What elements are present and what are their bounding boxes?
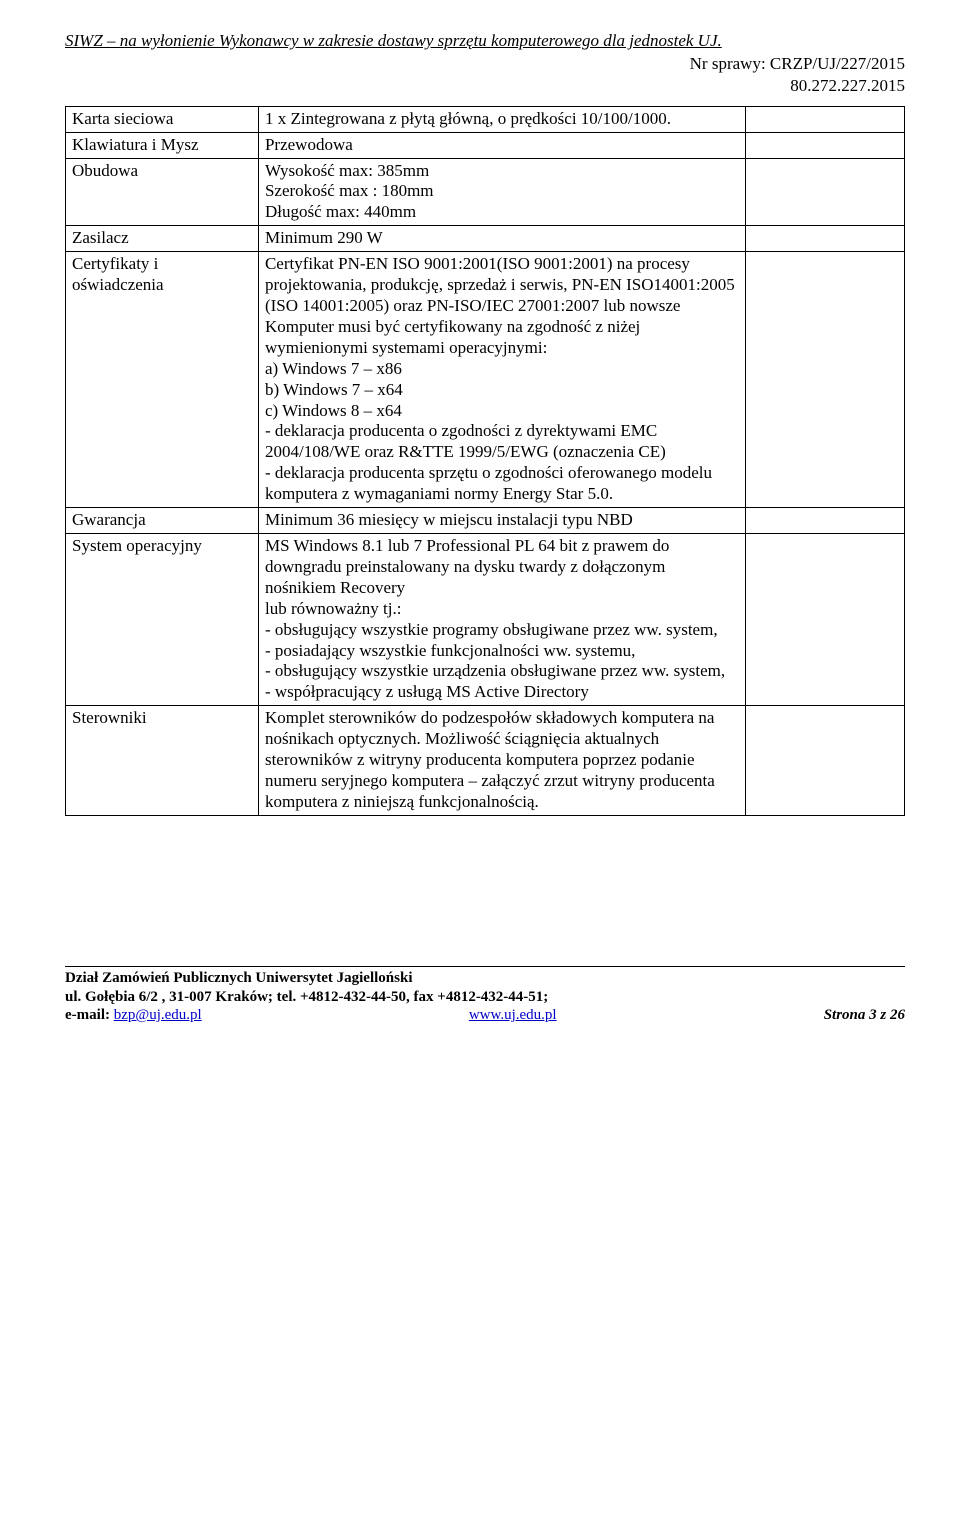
table-row: ObudowaWysokość max: 385mm Szerokość max… (66, 158, 905, 226)
footer-pageno: Strona 3 z 26 (824, 1006, 905, 1025)
header-title: SIWZ – na wyłonienie Wykonawcy w zakresi… (65, 30, 905, 51)
spec-value: MS Windows 8.1 lub 7 Professional PL 64 … (258, 533, 745, 705)
spec-value: Certyfikat PN-EN ISO 9001:2001(ISO 9001:… (258, 252, 745, 508)
table-row: Klawiatura i MyszPrzewodowa (66, 132, 905, 158)
footer-dept: Dział Zamówień Publicznych Uniwersytet J… (65, 969, 905, 988)
spec-empty (745, 132, 904, 158)
spec-value: Wysokość max: 385mm Szerokość max : 180m… (258, 158, 745, 226)
spec-value: 1 x Zintegrowana z płytą główną, o prędk… (258, 106, 745, 132)
spec-param: Gwarancja (66, 508, 259, 534)
spec-empty (745, 226, 904, 252)
spec-empty (745, 706, 904, 816)
spec-value: Przewodowa (258, 132, 745, 158)
footer-addr: ul. Gołębia 6/2 , 31-007 Kraków; tel. +4… (65, 988, 905, 1007)
spec-value: Minimum 290 W (258, 226, 745, 252)
spec-param: Klawiatura i Mysz (66, 132, 259, 158)
spec-param: Obudowa (66, 158, 259, 226)
table-row: GwarancjaMinimum 36 miesięcy w miejscu i… (66, 508, 905, 534)
table-row: System operacyjnyMS Windows 8.1 lub 7 Pr… (66, 533, 905, 705)
spec-param: Certyfikaty i oświadczenia (66, 252, 259, 508)
page-footer: Dział Zamówień Publicznych Uniwersytet J… (65, 966, 905, 1025)
spec-value: Minimum 36 miesięcy w miejscu instalacji… (258, 508, 745, 534)
table-row: ZasilaczMinimum 290 W (66, 226, 905, 252)
spec-empty (745, 158, 904, 226)
spec-value: Komplet sterowników do podzespołów skład… (258, 706, 745, 816)
header-case-no: Nr sprawy: CRZP/UJ/227/2015 (65, 53, 905, 74)
spec-empty (745, 252, 904, 508)
footer-email: e-mail: bzp@uj.edu.pl (65, 1006, 202, 1025)
table-row: Certyfikaty i oświadczeniaCertyfikat PN-… (66, 252, 905, 508)
spec-param: Zasilacz (66, 226, 259, 252)
table-row: Karta sieciowa1 x Zintegrowana z płytą g… (66, 106, 905, 132)
spec-table: Karta sieciowa1 x Zintegrowana z płytą g… (65, 106, 905, 816)
spec-param: Sterowniki (66, 706, 259, 816)
footer-web-link[interactable]: www.uj.edu.pl (469, 1006, 557, 1025)
spec-empty (745, 533, 904, 705)
footer-email-link[interactable]: bzp@uj.edu.pl (114, 1007, 202, 1023)
header-ref-no: 80.272.227.2015 (65, 75, 905, 96)
table-row: SterownikiKomplet sterowników do podzesp… (66, 706, 905, 816)
spec-param: System operacyjny (66, 533, 259, 705)
spec-param: Karta sieciowa (66, 106, 259, 132)
spec-empty (745, 508, 904, 534)
spec-empty (745, 106, 904, 132)
